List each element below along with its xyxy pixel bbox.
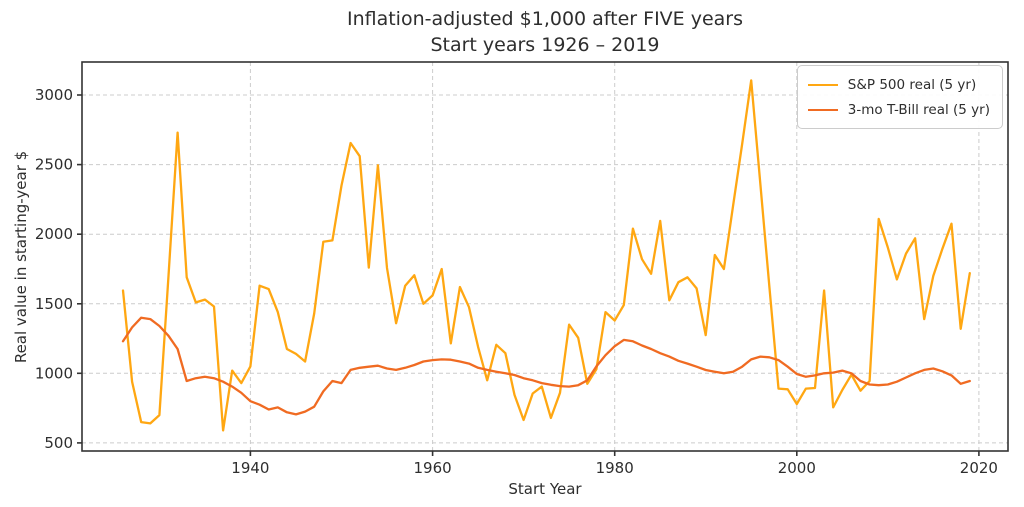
- legend-label-sp500: S&P 500 real (5 yr): [847, 76, 977, 93]
- tbill-line: [121, 316, 971, 416]
- y-tick-label: 500: [44, 434, 73, 452]
- y-tick-label: 3000: [35, 86, 73, 104]
- x-tick-label: 2000: [778, 459, 816, 477]
- chart-title-block: Inflation-adjusted $1,000 after FIVE yea…: [82, 6, 1008, 58]
- x-axis-label: Start Year: [508, 480, 582, 498]
- legend-entry-tbill: 3-mo T-Bill real (5 yr): [807, 97, 990, 122]
- y-tick-label: 1000: [35, 364, 73, 382]
- chart-title: Inflation-adjusted $1,000 after FIVE yea…: [346, 8, 744, 30]
- sp500-line-swatch-icon: [807, 83, 838, 86]
- sp500-line: [121, 79, 971, 432]
- axes-spines: [81, 61, 1009, 452]
- y-tick-label: 1500: [35, 295, 73, 313]
- y-tick-label: 2500: [35, 156, 73, 174]
- chart-subtitle: Start years 1926 – 2019: [430, 34, 660, 56]
- x-tick-label: 1980: [596, 459, 634, 477]
- x-tick-label: 2020: [960, 459, 998, 477]
- x-tick-label: 1960: [414, 459, 452, 477]
- y-tick-label: 2000: [35, 225, 73, 243]
- legend: S&P 500 real (5 yr) 3-mo T-Bill real (5 …: [796, 65, 1003, 129]
- tbill-line-swatch-icon: [807, 108, 838, 111]
- legend-entry-sp500: S&P 500 real (5 yr): [807, 72, 990, 97]
- x-tick-label: 1940: [231, 459, 269, 477]
- legend-label-tbill: 3-mo T-Bill real (5 yr): [847, 101, 990, 118]
